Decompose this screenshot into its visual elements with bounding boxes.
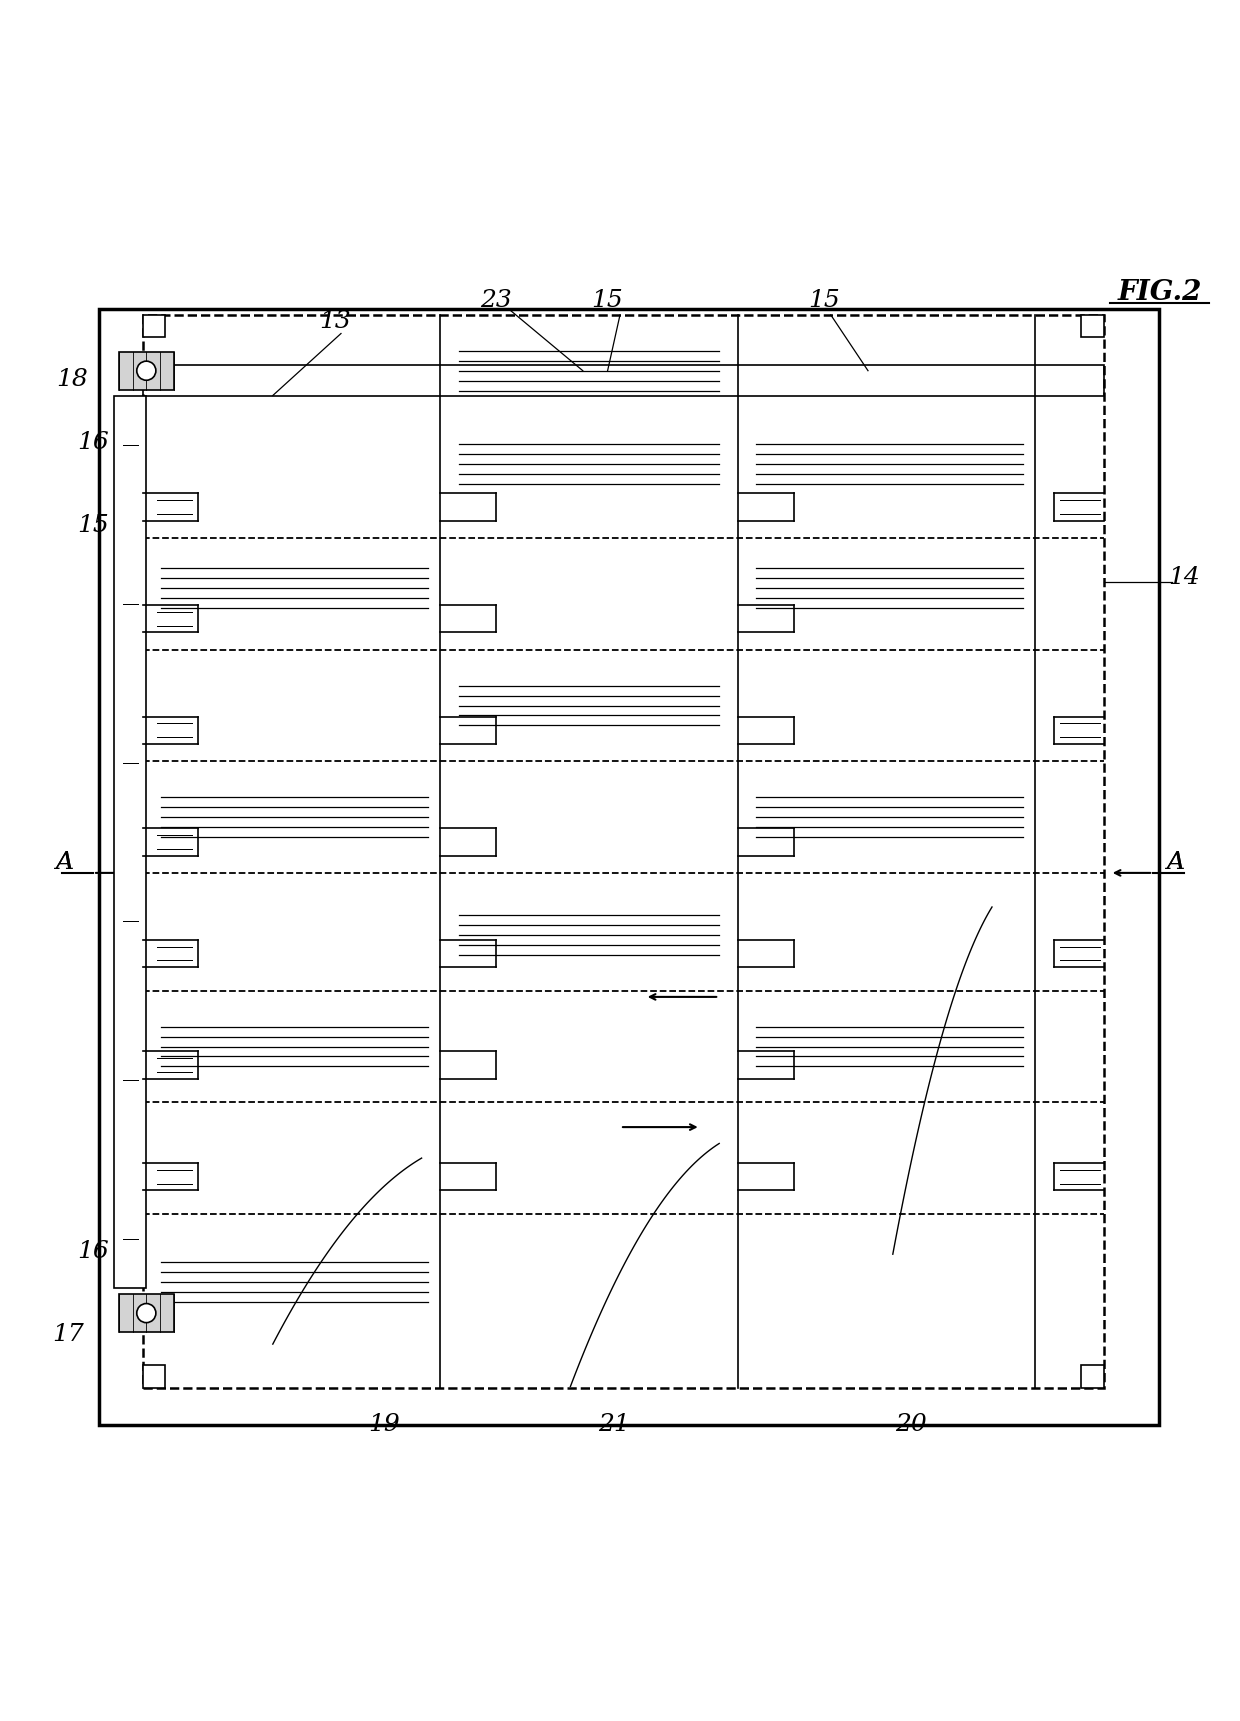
Text: A: A — [56, 852, 73, 874]
Text: 19: 19 — [368, 1413, 401, 1437]
Text: 15: 15 — [808, 289, 841, 312]
Text: 16: 16 — [77, 1239, 109, 1263]
Text: 13: 13 — [319, 310, 351, 332]
Text: 23: 23 — [480, 289, 512, 312]
Circle shape — [136, 361, 156, 380]
Text: A: A — [1167, 852, 1184, 874]
Circle shape — [136, 1303, 156, 1323]
Text: 15: 15 — [77, 515, 109, 537]
Bar — [143, 315, 165, 337]
Bar — [119, 351, 174, 389]
Bar — [143, 365, 1104, 396]
Bar — [119, 1294, 174, 1332]
Text: 20: 20 — [895, 1413, 928, 1437]
Bar — [143, 315, 1104, 1387]
Text: A: A — [1167, 852, 1184, 874]
Text: 15: 15 — [591, 289, 624, 312]
Text: 16: 16 — [77, 432, 109, 454]
Bar — [1081, 1365, 1104, 1387]
Text: 17: 17 — [52, 1323, 84, 1346]
Text: A: A — [56, 852, 73, 874]
Bar — [1081, 315, 1104, 337]
Bar — [99, 308, 1159, 1425]
Text: 18: 18 — [56, 368, 88, 391]
Bar — [143, 1365, 165, 1387]
Text: FIG.2: FIG.2 — [1117, 279, 1202, 306]
Text: 21: 21 — [598, 1413, 630, 1437]
Text: 14: 14 — [1168, 566, 1200, 589]
Bar — [114, 396, 146, 1289]
